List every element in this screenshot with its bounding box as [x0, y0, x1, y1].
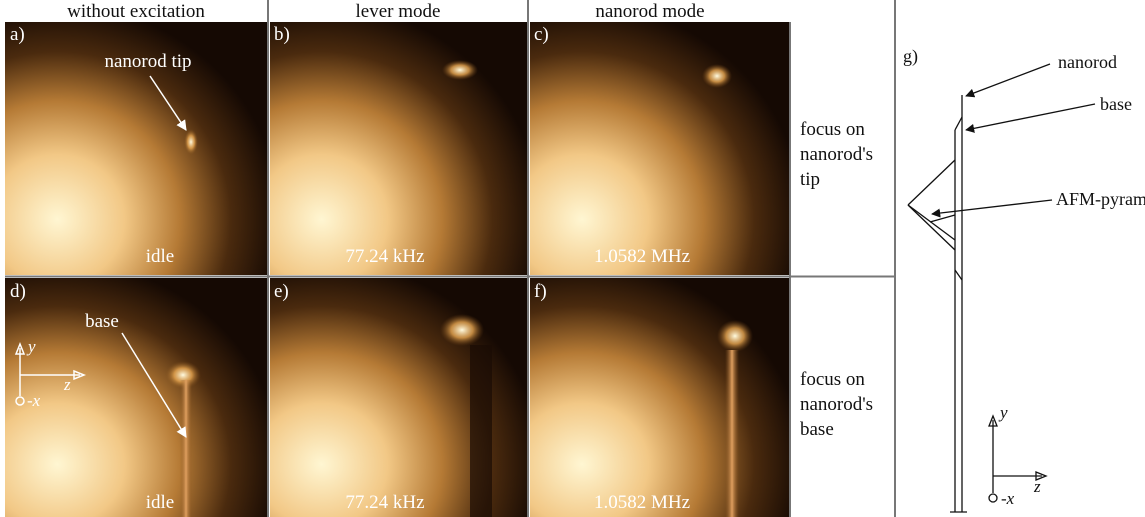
- callout: AFM-pyramid: [1056, 189, 1145, 209]
- column-header: nanorod mode: [595, 1, 704, 22]
- axis-label: -x: [1001, 489, 1015, 508]
- row-note: nanorod's: [800, 144, 873, 165]
- caption: 1.0582 MHz: [594, 492, 690, 513]
- figure: without excitation lever mode nanorod mo…: [0, 0, 1145, 517]
- panel-label: e): [274, 281, 289, 302]
- caption: idle: [146, 246, 175, 267]
- row-note: base: [800, 419, 834, 440]
- panel-label: f): [534, 281, 547, 302]
- row-note: focus on: [800, 119, 865, 140]
- schematic: [908, 64, 1095, 512]
- column-header: lever mode: [356, 1, 441, 22]
- axis-label: z: [1033, 477, 1041, 496]
- row-note: tip: [800, 169, 820, 190]
- caption: 77.24 kHz: [345, 246, 424, 267]
- annotation: nanorod tip: [104, 51, 191, 72]
- axis-label: y: [26, 337, 36, 356]
- panel-label: c): [534, 24, 549, 45]
- axis-label: z: [63, 375, 71, 394]
- row-note: nanorod's: [800, 394, 873, 415]
- annotation: base: [85, 311, 119, 332]
- caption: idle: [146, 492, 175, 513]
- callout: base: [1100, 94, 1132, 114]
- caption: 1.0582 MHz: [594, 246, 690, 267]
- callout: nanorod: [1058, 52, 1117, 72]
- photo-panels: [5, 22, 790, 517]
- caption: 77.24 kHz: [345, 492, 424, 513]
- panel-label: d): [10, 281, 26, 302]
- axis-label: -x: [27, 391, 41, 410]
- panel-label: g): [903, 46, 918, 67]
- row-note: focus on: [800, 369, 865, 390]
- panel-label: a): [10, 24, 25, 45]
- column-header: without excitation: [67, 1, 205, 22]
- axis-label: y: [998, 403, 1008, 422]
- panel-label: b): [274, 24, 290, 45]
